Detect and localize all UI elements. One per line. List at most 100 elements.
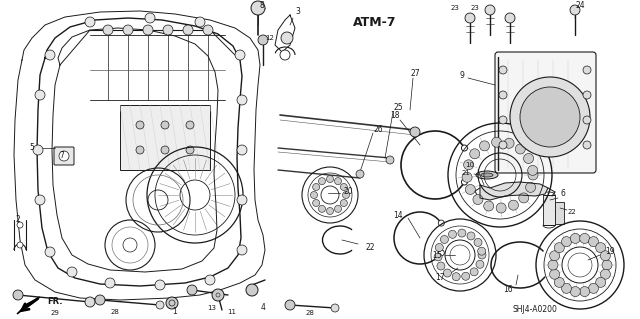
Circle shape [527,166,538,175]
Circle shape [136,121,144,129]
Text: 21: 21 [461,170,470,176]
Circle shape [205,275,215,285]
Circle shape [434,253,442,261]
Bar [555,202,564,224]
Text: 23: 23 [470,5,479,11]
Circle shape [13,290,23,300]
Circle shape [461,145,467,151]
Circle shape [183,25,193,35]
Circle shape [496,203,506,213]
Circle shape [528,170,538,180]
Text: 17: 17 [435,273,445,283]
Circle shape [550,251,559,261]
Circle shape [342,191,349,198]
Circle shape [589,237,598,247]
Circle shape [35,90,45,100]
Circle shape [499,141,507,149]
Circle shape [143,25,153,35]
Text: 1: 1 [173,307,177,315]
Text: 8: 8 [260,1,264,10]
Circle shape [440,235,449,243]
Circle shape [280,50,290,60]
Circle shape [508,200,518,210]
Circle shape [145,13,155,23]
Circle shape [237,245,247,255]
Text: 6: 6 [561,189,565,197]
Circle shape [499,66,507,74]
Circle shape [203,25,213,35]
Circle shape [246,284,258,296]
Circle shape [235,50,245,60]
Circle shape [602,260,612,270]
Text: 26: 26 [373,125,383,135]
Circle shape [492,137,502,147]
Circle shape [156,301,164,309]
Circle shape [331,304,339,312]
Circle shape [600,251,611,261]
Circle shape [463,160,474,170]
Circle shape [85,17,95,27]
Circle shape [437,262,445,270]
Text: 3: 3 [296,8,300,17]
Circle shape [45,247,55,257]
Circle shape [85,297,95,307]
Circle shape [499,116,507,124]
Circle shape [335,178,342,185]
Circle shape [444,269,451,277]
Circle shape [326,175,333,182]
Circle shape [580,286,589,297]
Circle shape [186,146,194,154]
Circle shape [458,229,466,237]
Circle shape [583,66,591,74]
Circle shape [340,183,348,190]
Text: 24: 24 [575,1,585,10]
Text: SHJ4-A0200: SHJ4-A0200 [513,306,557,315]
Text: 12: 12 [266,35,275,41]
Circle shape [103,25,113,35]
Circle shape [105,278,115,288]
Circle shape [550,269,559,279]
Bar [120,105,210,170]
Circle shape [313,199,319,206]
Circle shape [548,260,558,270]
Circle shape [519,193,529,203]
Circle shape [561,237,572,247]
Circle shape [596,277,605,287]
Circle shape [474,238,482,246]
Circle shape [476,260,484,268]
Circle shape [45,50,55,60]
Text: 25: 25 [393,103,403,113]
Text: 7: 7 [60,151,65,160]
Circle shape [356,170,364,178]
Circle shape [310,191,317,198]
Circle shape [473,195,483,204]
Circle shape [520,87,580,147]
Circle shape [319,205,326,212]
Circle shape [237,95,247,105]
Circle shape [452,273,460,281]
Circle shape [187,285,197,295]
Circle shape [166,297,178,309]
Circle shape [554,277,564,287]
Circle shape [570,234,580,243]
Circle shape [386,156,394,164]
Circle shape [465,13,475,23]
Circle shape [258,35,268,45]
Text: 15: 15 [432,250,442,259]
Circle shape [410,127,420,137]
Circle shape [340,199,348,206]
Circle shape [524,153,534,164]
Text: 23: 23 [451,5,460,11]
Circle shape [59,151,69,161]
Circle shape [155,280,165,290]
Circle shape [499,91,507,99]
Circle shape [326,207,333,214]
Circle shape [467,232,475,240]
Circle shape [461,272,470,280]
Circle shape [583,116,591,124]
Text: 14: 14 [393,211,403,219]
Text: 22: 22 [568,209,577,215]
Circle shape [465,184,476,195]
Text: 9: 9 [460,70,465,79]
Text: FR.: FR. [47,298,63,307]
